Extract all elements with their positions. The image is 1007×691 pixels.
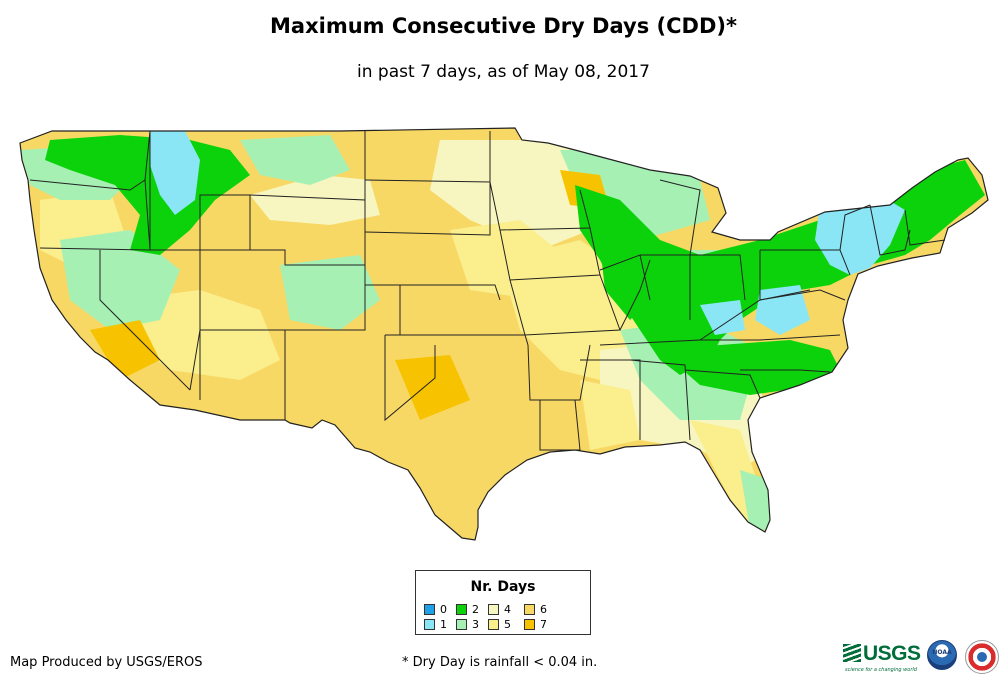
legend-item-7: 7 [524,619,547,631]
legend-item-1: 1 [424,619,447,631]
state-borders [19,127,989,541]
legend-label: 7 [540,618,547,631]
noaa-logo: NOAA [927,640,957,670]
usgs-logo: USGS [843,642,921,666]
footnote: * Dry Day is rainfall < 0.04 in. [402,655,598,670]
legend-item-2: 2 [456,604,479,616]
credit-text: Map Produced by USGS/EROS [10,655,203,670]
legend-label: 4 [504,603,511,616]
legend-label: 5 [504,618,511,631]
legend-swatch [524,619,535,630]
usgs-tagline: science for a changing world [845,667,917,673]
legend-swatch [456,619,467,630]
logos: USGS science for a changing world NOAA [843,640,1003,676]
legend-swatch [424,619,435,630]
legend-label: 6 [540,603,547,616]
legend-title: Nr. Days [470,579,536,595]
legend-swatch [424,604,435,615]
map-subtitle: in past 7 days, as of May 08, 2017 [357,62,650,82]
legend-swatch [456,604,467,615]
legend-swatch [488,619,499,630]
legend-item-4: 4 [488,604,511,616]
legend-swatch [524,604,535,615]
legend-label: 2 [472,603,479,616]
legend-swatch [488,604,499,615]
legend-label: 0 [440,603,447,616]
legend-item-6: 6 [524,604,547,616]
map-title: Maximum Consecutive Dry Days (CDD)* [270,14,737,38]
legend-item-5: 5 [488,619,511,631]
nws-logo [965,640,999,674]
legend-item-3: 3 [456,619,479,631]
legend-label: 3 [472,618,479,631]
legend-label: 1 [440,618,447,631]
legend: Nr. Days 0 1 2 3 4 5 6 7 [415,570,591,635]
legend-item-0: 0 [424,604,447,616]
